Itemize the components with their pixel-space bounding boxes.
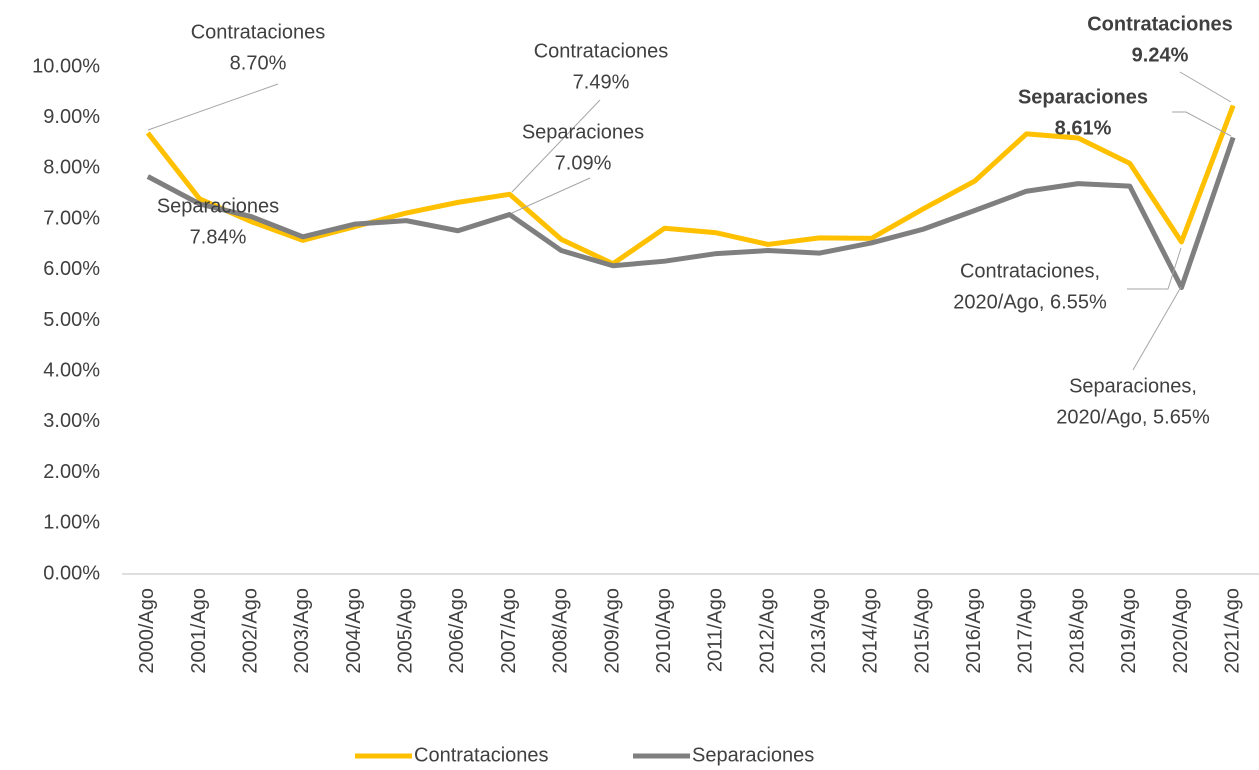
y-tick-label: 3.00% [43, 410, 100, 432]
x-tick-label: 2017/Ago [1015, 588, 1037, 674]
data-label: Contrataciones [534, 40, 669, 62]
x-tick-label: 2008/Ago [550, 588, 572, 674]
series-line [145, 104, 1236, 267]
leader-line [147, 83, 279, 131]
series-line [146, 136, 1236, 291]
x-tick-label: 2012/Ago [756, 588, 778, 674]
y-tick-label: 0.00% [43, 562, 100, 584]
data-label: 7.84% [190, 226, 247, 248]
leader-line [1172, 111, 1232, 137]
leader-line [1127, 247, 1182, 290]
data-label: Separaciones [522, 121, 644, 143]
y-tick-label: 9.00% [43, 106, 100, 128]
data-label: 7.49% [573, 71, 630, 93]
x-tick-label: 2003/Ago [291, 588, 313, 674]
y-tick-label: 1.00% [43, 512, 100, 534]
legend-label: Separaciones [692, 744, 814, 766]
x-tick-label: 2000/Ago [136, 588, 158, 674]
x-tick-label: 2014/Ago [860, 588, 882, 674]
x-tick-label: 2015/Ago [911, 588, 933, 674]
x-tick-label: 2011/Ago [705, 588, 727, 672]
data-label: 7.09% [555, 152, 612, 174]
y-tick-label: 8.00% [43, 157, 100, 179]
data-label: Contrataciones, [960, 260, 1100, 282]
y-tick-label: 10.00% [32, 55, 100, 77]
y-tick-label: 7.00% [43, 207, 100, 229]
data-label: 9.24% [1132, 44, 1189, 66]
y-tick-label: 4.00% [43, 359, 100, 381]
leader-line [511, 177, 591, 214]
data-label: 8.61% [1055, 117, 1112, 139]
x-tick-label: 2021/Ago [1221, 588, 1243, 674]
data-label: Contrataciones [191, 21, 326, 43]
x-tick-label: 2018/Ago [1066, 588, 1088, 674]
data-label: Separaciones [157, 195, 279, 217]
legend-label: Contrataciones [414, 744, 549, 766]
leader-line [1132, 286, 1182, 371]
x-tick-label: 2016/Ago [963, 588, 985, 674]
y-tick-label: 2.00% [43, 461, 100, 483]
x-tick-label: 2002/Ago [239, 588, 261, 674]
data-label: Separaciones [1018, 86, 1148, 108]
data-label: Separaciones, [1069, 375, 1197, 397]
data-label: 8.70% [230, 52, 287, 74]
y-tick-label: 5.00% [43, 309, 100, 331]
x-tick-label: 2007/Ago [498, 588, 520, 674]
data-label: Contrataciones [1087, 13, 1233, 35]
x-tick-label: 2005/Ago [395, 588, 417, 674]
leader-line [511, 99, 601, 193]
x-tick-label: 2001/Ago [188, 588, 210, 674]
x-tick-label: 2004/Ago [343, 588, 365, 674]
x-tick-label: 2019/Ago [1118, 588, 1140, 674]
data-label: 2020/Ago, 6.55% [953, 291, 1107, 313]
data-label: 2020/Ago, 5.65% [1056, 406, 1210, 428]
x-tick-label: 2010/Ago [653, 588, 675, 674]
x-tick-label: 2013/Ago [808, 588, 830, 674]
leader-line [1179, 71, 1232, 103]
x-tick-label: 2009/Ago [601, 588, 623, 674]
x-tick-label: 2006/Ago [446, 588, 468, 674]
x-tick-label: 2020/Ago [1170, 588, 1192, 674]
y-tick-label: 6.00% [43, 258, 100, 280]
